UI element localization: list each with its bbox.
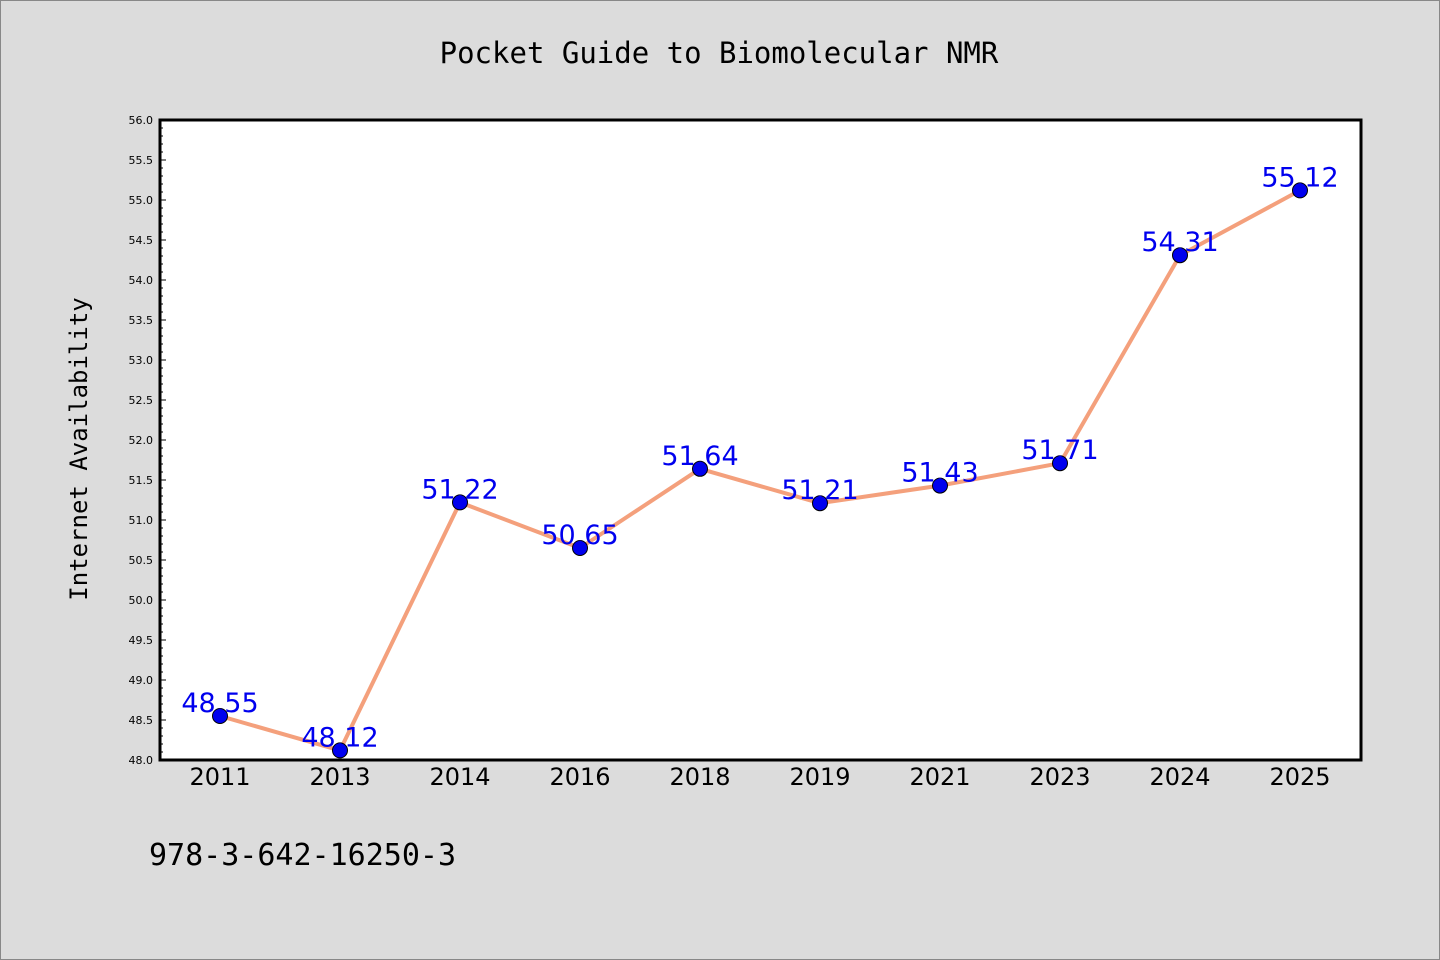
data-label: 50.65 <box>541 520 618 551</box>
data-label: 51.64 <box>661 441 738 472</box>
data-point <box>452 494 468 511</box>
y-tick-label: 49.0 <box>129 674 154 687</box>
y-tick-label: 51.0 <box>129 514 154 527</box>
x-tick-label: 2025 <box>1269 763 1330 791</box>
x-tick-label: 2024 <box>1149 763 1210 791</box>
x-tick-label: 2018 <box>669 763 730 791</box>
data-point <box>1172 247 1188 264</box>
y-tick-label: 48.5 <box>129 714 154 727</box>
y-tick-label: 49.5 <box>129 634 154 647</box>
y-tick-label: 50.5 <box>129 554 154 567</box>
y-axis-label: Internet Availability <box>65 297 93 600</box>
data-point <box>572 540 588 556</box>
plot-area <box>158 118 1363 762</box>
x-tick-label: 2023 <box>1029 763 1090 791</box>
x-tick-label: 2014 <box>429 763 490 791</box>
y-tick-label: 48.0 <box>129 754 154 767</box>
chart-title: Pocket Guide to Biomolecular NMR <box>440 36 999 70</box>
y-tick-label: 50.0 <box>129 594 154 607</box>
y-tick-label: 52.0 <box>129 434 154 447</box>
data-point <box>812 495 828 512</box>
y-tick-label: 55.0 <box>129 194 154 207</box>
y-tick-label: 54.0 <box>129 274 154 287</box>
data-point <box>932 477 948 494</box>
data-point <box>1052 455 1068 472</box>
series-line <box>218 188 1302 753</box>
data-label: 54.31 <box>1141 227 1218 258</box>
data-label: 48.12 <box>301 722 378 753</box>
data-label: 51.21 <box>781 475 858 506</box>
x-tick-label: 2013 <box>309 763 370 791</box>
x-tick-label: 2011 <box>189 763 250 791</box>
data-label: 51.43 <box>901 458 978 489</box>
data-point <box>692 460 708 477</box>
data-label: 51.71 <box>1021 435 1098 466</box>
data-label: 51.22 <box>421 474 498 505</box>
data-label: 55.12 <box>1261 162 1338 193</box>
data-point <box>212 708 228 724</box>
footer-text: 978-3-642-16250-3 <box>149 838 456 873</box>
y-tick-label: 53.0 <box>129 354 154 367</box>
y-tick-label: 55.5 <box>129 154 154 167</box>
x-tick-label: 2016 <box>549 763 610 791</box>
data-point <box>1292 182 1308 199</box>
y-tick-label: 56.0 <box>129 114 154 127</box>
y-tick-label: 51.5 <box>129 474 154 487</box>
x-tick-label: 2019 <box>789 763 850 791</box>
series-group: 48.55 48.12 51.22 50.65 51.64 51.21 51.43 51.71… <box>181 162 1339 759</box>
y-axis: 48.0 48.5 49.0 49.5 50.0 50.5 51.0 51.5 52.0 52.5… <box>129 114 166 767</box>
data-point <box>332 742 348 759</box>
data-label: 48.55 <box>181 688 258 719</box>
x-tick-label: 2021 <box>909 763 970 791</box>
y-tick-label: 53.5 <box>129 314 154 327</box>
x-axis: 2011 2013 2014 2016 2018 2019 2021 2023 2024 2025 <box>189 763 1330 791</box>
y-tick-label: 52.5 <box>129 394 154 407</box>
y-tick-label: 54.5 <box>129 234 154 247</box>
